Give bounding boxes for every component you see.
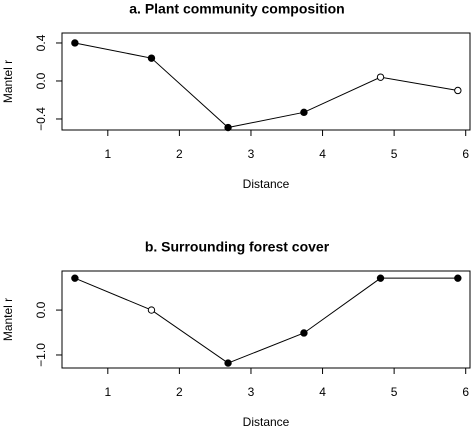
data-point	[300, 108, 308, 117]
plot-frame	[61, 270, 471, 369]
plot-frame	[61, 32, 471, 131]
data-point	[376, 73, 385, 81]
x-tick-label: 2	[176, 385, 183, 399]
y-tick-label: 0.4	[34, 34, 48, 51]
x-tick-label: 5	[391, 147, 398, 161]
data-point	[224, 123, 232, 132]
data-point	[147, 306, 156, 314]
data-point	[71, 274, 79, 282]
x-tick-label: 5	[391, 385, 398, 399]
x-tick-label: 6	[462, 385, 469, 399]
chart-title: b. Surrounding forest cover	[145, 239, 330, 255]
x-tick-label: 3	[248, 147, 255, 161]
data-point	[454, 86, 462, 95]
x-tick-label: 1	[104, 385, 111, 399]
x-tick-label: 3	[248, 385, 255, 399]
y-tick-label: −0.4	[34, 107, 48, 131]
data-point	[376, 274, 385, 282]
x-tick-label: 4	[319, 385, 326, 399]
y-axis-label: Mantel r	[1, 298, 15, 341]
y-tick-label: −1.0	[34, 343, 48, 367]
x-tick-label: 4	[319, 147, 326, 161]
chart-title: a. Plant community composition	[129, 1, 344, 17]
x-axis-label: Distance	[243, 177, 290, 191]
x-tick-label: 6	[462, 147, 469, 161]
x-axis-label: Distance	[243, 415, 290, 426]
y-tick-label: 0.0	[34, 301, 48, 318]
data-line	[74, 42, 458, 129]
y-axis-label: Mantel r	[1, 60, 15, 103]
data-point	[300, 329, 308, 337]
data-line	[74, 277, 458, 364]
x-tick-label: 1	[104, 147, 111, 161]
data-point	[454, 274, 462, 282]
data-point	[147, 54, 156, 62]
y-tick-label: 0.0	[34, 72, 48, 89]
x-tick-label: 2	[176, 147, 183, 161]
data-point	[71, 39, 79, 47]
data-point	[224, 359, 232, 367]
